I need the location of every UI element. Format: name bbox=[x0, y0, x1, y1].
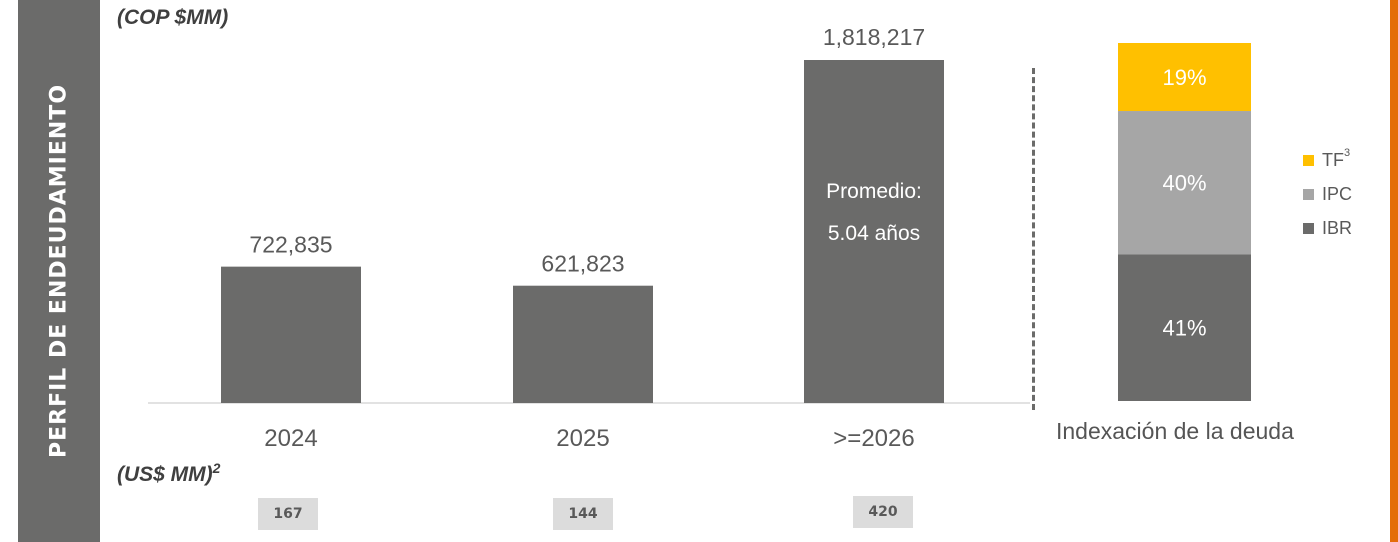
legend-text-tf: TF bbox=[1322, 149, 1344, 170]
dashed-divider bbox=[1032, 68, 1035, 410]
stack-segment-ibr bbox=[1118, 254, 1251, 401]
stack-label-tf: 19% bbox=[1162, 65, 1206, 90]
usd-value-2026: 420 bbox=[853, 496, 913, 528]
usd-unit-label: (US$ MM)2 bbox=[117, 460, 220, 487]
bar-annotation-line2: 5.04 años bbox=[828, 222, 920, 245]
legend-label-ipc: IPC bbox=[1322, 183, 1353, 204]
x-tick-label-0: 2024 bbox=[264, 425, 317, 452]
stack-label-ibr: 41% bbox=[1162, 316, 1206, 341]
usd-unit-text: (US$ MM) bbox=[117, 463, 213, 486]
stack-segment-tf bbox=[1118, 43, 1251, 112]
x-tick-label-2: >=2026 bbox=[833, 425, 914, 452]
legend-label-tf: TF3 bbox=[1322, 146, 1351, 171]
usd-unit-sup: 2 bbox=[212, 460, 221, 476]
legend-item-tf: TF3 bbox=[1303, 143, 1352, 177]
cop-unit-label: (COP $MM) bbox=[117, 6, 229, 29]
side-band bbox=[18, 0, 100, 542]
bar-2 bbox=[804, 60, 944, 403]
right-edge-accent bbox=[1390, 0, 1398, 542]
bar-1 bbox=[513, 285, 653, 403]
stack-label-ipc: 40% bbox=[1162, 171, 1206, 196]
bar-value-label-1: 621,823 bbox=[541, 251, 624, 277]
x-tick-label-1: 2025 bbox=[556, 425, 609, 452]
bar-value-label-0: 722,835 bbox=[249, 232, 332, 258]
legend-swatch-ibr bbox=[1303, 222, 1314, 234]
legend-swatch-ipc bbox=[1303, 188, 1314, 200]
bar-annotation-line1: Promedio: bbox=[826, 180, 922, 203]
usd-value-2025: 144 bbox=[553, 498, 613, 530]
legend-sup-tf: 3 bbox=[1344, 146, 1351, 159]
indexation-legend: TF3 IPC IBR bbox=[1303, 143, 1352, 245]
legend-label-ibr: IBR bbox=[1322, 217, 1353, 238]
bar-value-label-2: 1,818,217 bbox=[823, 24, 925, 50]
usd-value-2024: 167 bbox=[258, 498, 318, 530]
indexation-title: Indexación de la deuda bbox=[1056, 418, 1294, 444]
stack-segment-ipc bbox=[1118, 111, 1251, 255]
bar-0 bbox=[221, 266, 361, 403]
legend-swatch-tf bbox=[1303, 154, 1314, 166]
legend-item-ibr: IBR bbox=[1303, 211, 1352, 245]
legend-item-ipc: IPC bbox=[1303, 177, 1352, 211]
